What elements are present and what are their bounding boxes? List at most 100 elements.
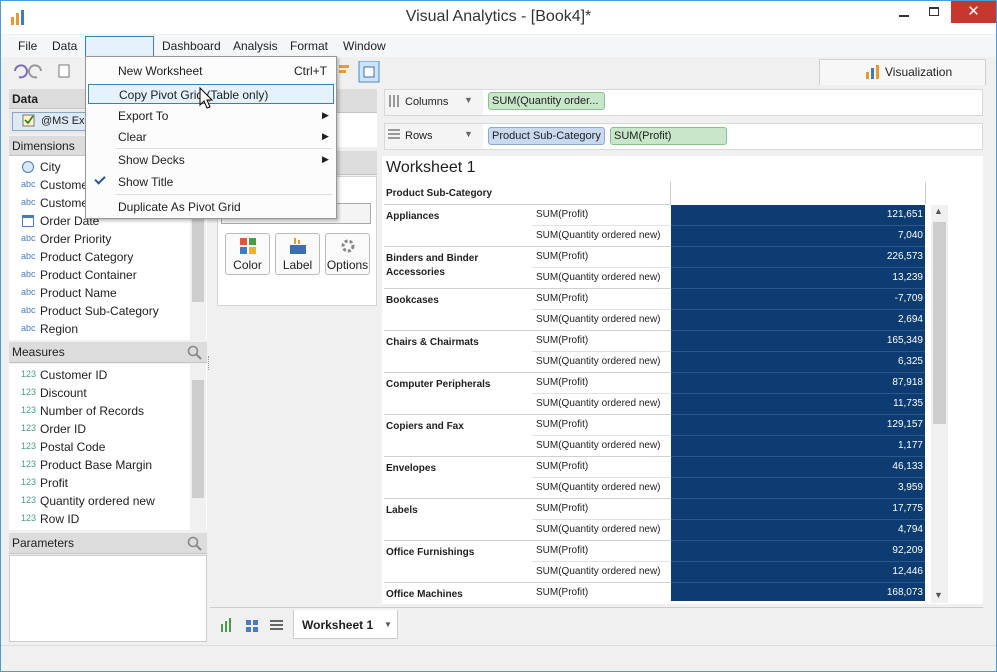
field-item[interactable]: abc Product Sub-Category: [9, 302, 191, 320]
cell-separator: [532, 435, 671, 436]
menu-option[interactable]: Copy Pivot Grid (Table only): [88, 84, 334, 104]
marks-button[interactable]: Label: [275, 233, 320, 275]
field-name: Order Priority: [40, 232, 112, 246]
columns-label: Columns: [405, 96, 449, 108]
rows-pills: Product Sub-Category SUM(Profit): [488, 127, 978, 147]
sheet-tab-arrow[interactable]: ▼: [384, 620, 392, 629]
measure-label: SUM(Quantity ordered new): [536, 566, 661, 577]
field-type-icon: abc: [21, 251, 36, 261]
row-separator: [384, 414, 671, 415]
maximize-button[interactable]: [919, 1, 949, 23]
menu-item[interactable]: Format: [290, 39, 329, 53]
scroll-down[interactable]: ▼: [934, 590, 943, 600]
measure-label: SUM(Quantity ordered new): [536, 482, 661, 493]
value-text: 11,735: [893, 398, 923, 409]
worksheet-menu: New Worksheet Ctrl+T Copy Pivot Grid (Tabl…: [85, 56, 337, 219]
icon: [929, 7, 939, 16]
menu-item[interactable]: File: [18, 39, 38, 53]
field-item[interactable]: 123 Customer ID: [9, 366, 191, 384]
menu-option[interactable]: Clear ▶: [88, 127, 334, 147]
field-item[interactable]: Order Date: [9, 212, 191, 230]
scrollbar: ▲ ▼: [931, 205, 948, 603]
scrollbar: [190, 364, 206, 530]
scroll-up[interactable]: ▲: [934, 206, 943, 216]
field-item[interactable]: abc Customer: [9, 176, 191, 194]
worksheet-title: Worksheet 1: [386, 159, 476, 176]
field-name: Customer: [40, 196, 93, 210]
category-label: Appliances: [386, 211, 440, 222]
field-item[interactable]: 123 Profit: [9, 474, 191, 492]
title-bar: [1, 1, 996, 34]
measure-label: SUM(Quantity ordered new): [536, 356, 661, 367]
menu-item[interactable]: Data: [52, 39, 78, 53]
field-item[interactable]: 123 Discount: [9, 384, 191, 402]
menu-item[interactable]: Window: [343, 39, 386, 53]
field-item[interactable]: 123 Quantity ordered new: [9, 492, 191, 510]
dropdown-arrow[interactable]: ▼: [464, 95, 473, 105]
marks-button[interactable]: Options: [325, 233, 370, 275]
row-separator: [384, 582, 671, 583]
pill[interactable]: SUM(Profit): [610, 127, 727, 145]
field-name: Product Category: [40, 250, 134, 264]
submenu-arrow: ▶: [322, 110, 329, 120]
scroll-thumb[interactable]: [933, 222, 946, 424]
field-item[interactable]: abc Region: [9, 320, 191, 338]
value-cell: [671, 541, 925, 562]
field-type-icon: abc: [21, 323, 36, 333]
dropdown-arrow[interactable]: ▼: [464, 129, 473, 139]
menu-option[interactable]: New Worksheet Ctrl+T: [88, 61, 334, 81]
close-button[interactable]: ✕: [951, 1, 996, 23]
field-item[interactable]: abc Product Category: [9, 248, 191, 266]
field-type-icon: abc: [21, 269, 36, 279]
minimize-button[interactable]: [889, 1, 919, 23]
menu-separator: [116, 148, 332, 149]
measure-label: SUM(Profit): [536, 251, 589, 262]
pill[interactable]: Product Sub-Category: [488, 127, 605, 145]
field-item[interactable]: abc Customer: [9, 194, 191, 212]
field-name: Postal Code: [40, 440, 106, 454]
menu-option-label: Export To: [118, 109, 169, 123]
row-separator: [384, 288, 671, 289]
sheet-tab[interactable]: [293, 610, 398, 639]
value-text: 46,133: [892, 461, 923, 472]
field-name: Product Name: [40, 286, 117, 300]
marks-button[interactable]: Color: [225, 233, 270, 275]
field-name: City: [40, 160, 61, 174]
field-item[interactable]: City: [9, 158, 191, 176]
category-label: Binders and Binder Accessories: [386, 253, 479, 278]
icon: [290, 238, 306, 254]
field-item[interactable]: 123 Order ID: [9, 420, 191, 438]
cell-separator: [532, 309, 671, 310]
value-text: -7,709: [894, 293, 923, 304]
field-item[interactable]: abc Product Name: [9, 284, 191, 302]
parameters-header: Parameters: [9, 533, 207, 554]
value-text: 121,651: [886, 209, 923, 220]
cell-separator: [532, 393, 671, 394]
visualization-tab[interactable]: [819, 59, 986, 85]
menu-item[interactable]: Analysis: [233, 39, 278, 53]
menu-option[interactable]: Show Decks ▶: [88, 150, 334, 170]
menu-option[interactable]: Duplicate As Pivot Grid: [88, 197, 334, 217]
field-item[interactable]: abc Order Priority: [9, 230, 191, 248]
field-item[interactable]: 123 Postal Code: [9, 438, 191, 456]
value-cell: [671, 562, 925, 583]
menu-item[interactable]: Dashboard: [162, 39, 221, 53]
menu-option-label: Show Title: [118, 175, 174, 189]
field-item[interactable]: 123 Product Base Margin: [9, 456, 191, 474]
pill[interactable]: SUM(Quantity order...: [488, 92, 605, 110]
field-item[interactable]: 123 Number of Records: [9, 402, 191, 420]
menu-option[interactable]: Export To ▶: [88, 106, 334, 126]
menu-option[interactable]: Show Title: [88, 172, 334, 192]
field-item[interactable]: abc Product Container: [9, 266, 191, 284]
value-cell: [671, 268, 925, 289]
field-item[interactable]: 123 Row ID: [9, 510, 191, 528]
scroll-thumb[interactable]: [192, 380, 204, 498]
category-label: Chairs & Chairmats: [386, 337, 479, 348]
value-text: 6,325: [897, 356, 923, 367]
menu-option-label: Duplicate As Pivot Grid: [118, 200, 241, 214]
tab-icons[interactable]: [219, 616, 289, 636]
measures-list: 123 Customer ID 123 Discount 123 Number of Re…: [9, 364, 207, 530]
measure-label: SUM(Profit): [536, 419, 589, 430]
field-type-icon: abc: [21, 197, 36, 207]
cell-separator: [532, 519, 671, 520]
